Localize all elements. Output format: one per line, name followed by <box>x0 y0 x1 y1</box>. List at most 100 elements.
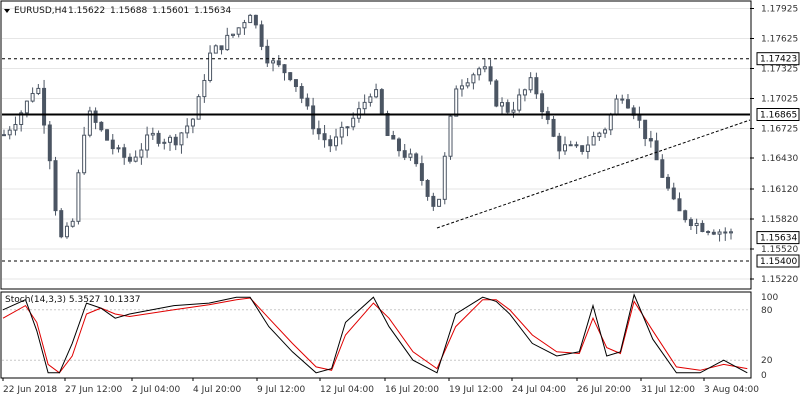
x-tick-label: 16 Jul 20:00 <box>385 385 439 395</box>
x-tick-label: 26 Jul 20:00 <box>577 385 631 395</box>
x-tick-label: 24 Jul 04:00 <box>512 385 566 395</box>
symbol-timeframe: EURUSD,H4 <box>14 6 67 16</box>
candle-body <box>253 14 258 26</box>
candle-body <box>706 231 711 234</box>
candle-body <box>545 111 550 120</box>
x-tick-label: 27 Jun 12:00 <box>65 385 122 395</box>
x-tick-label: 3 Aug 04:00 <box>704 385 759 395</box>
chart-header: EURUSD,H4 1.15622 1.15688 1.15601 1.1563… <box>4 6 231 16</box>
candle-body <box>477 68 482 76</box>
candle-body <box>540 93 545 113</box>
candle-body <box>414 153 419 165</box>
candle-body <box>305 97 310 107</box>
candle-body <box>511 109 516 113</box>
candle-body <box>402 150 407 158</box>
candle-body <box>620 98 625 101</box>
candle-body <box>133 156 138 162</box>
ohlc-open: 1.15622 <box>68 6 105 16</box>
candle-body <box>391 135 396 140</box>
candle-body <box>42 87 47 126</box>
candle-body <box>53 160 58 212</box>
candle-body <box>603 129 608 134</box>
candle-body <box>442 155 447 200</box>
candle-body <box>717 231 722 235</box>
y-tick-label: 1.16430 <box>761 154 798 164</box>
candle-body <box>729 231 733 234</box>
candle-body <box>694 222 699 227</box>
candle-body <box>76 172 81 222</box>
collapse-arrow-icon[interactable] <box>4 9 10 13</box>
candle-body <box>127 156 132 162</box>
price-axis: 1.17925 1.17625 1.17325 1.17025 1.16725 1.164… <box>750 5 798 285</box>
candle-body <box>660 159 665 178</box>
candle-body <box>36 87 41 94</box>
candle-body <box>47 124 52 162</box>
y-tick-label: 1.17325 <box>761 65 798 75</box>
candle-body <box>574 144 579 147</box>
candle-body <box>351 117 356 128</box>
x-tick-label: 9 Jul 12:00 <box>257 385 306 395</box>
candle-body <box>334 136 339 147</box>
candle-body <box>585 144 590 152</box>
candle-body <box>562 144 567 152</box>
candle-body <box>643 119 648 140</box>
candle-body <box>82 134 87 174</box>
candle-body <box>339 126 344 138</box>
candle-body <box>551 118 556 137</box>
candle-body <box>557 135 562 152</box>
candle-body <box>316 128 321 135</box>
candle-body <box>654 140 659 161</box>
x-tick-label: 19 Jul 12:00 <box>449 385 503 395</box>
level-label-box <box>756 108 800 121</box>
candle-body <box>259 24 264 47</box>
candle-body <box>505 102 510 113</box>
candle-body <box>374 89 379 98</box>
candle-body <box>534 77 539 95</box>
candle-body <box>608 114 613 131</box>
x-tick-label: 2 Jul 04:00 <box>132 385 181 395</box>
candle-body <box>179 132 184 146</box>
candle-body <box>145 134 150 151</box>
candle-body <box>202 79 207 98</box>
candle-body <box>24 100 29 114</box>
candle-body <box>196 96 201 120</box>
candle-body <box>30 92 35 102</box>
y-tick-label: 1.17025 <box>761 95 798 105</box>
candle-body <box>213 45 218 54</box>
candle-body <box>99 121 104 131</box>
candle-body <box>64 225 69 238</box>
x-tick-label: 22 Jun 2018 <box>3 385 57 395</box>
stochastic-tick-label: 0 <box>761 371 767 381</box>
candle-body <box>517 94 522 111</box>
candle-body <box>13 123 18 131</box>
stochastic-signal-line <box>2 297 748 374</box>
candle-body <box>150 132 155 136</box>
candle-body <box>723 231 728 234</box>
candle-body <box>500 102 505 107</box>
main-grid <box>2 8 750 280</box>
candle-body <box>156 132 161 144</box>
y-tick-label: 1.16120 <box>761 185 798 195</box>
candle-body <box>425 179 430 197</box>
candle-body <box>208 52 213 81</box>
y-tick-label: 1.15520 <box>761 245 798 255</box>
candle-body <box>110 139 115 150</box>
candle-body <box>459 85 464 90</box>
trendline-group <box>436 119 751 229</box>
candle-body <box>70 220 75 227</box>
x-tick-label: 31 Jul 12:00 <box>641 385 695 395</box>
candle-body <box>580 145 585 152</box>
candle-body <box>356 108 361 119</box>
y-tick-label: 1.15820 <box>761 215 798 225</box>
candle-body <box>225 34 230 51</box>
candle-body <box>591 136 596 146</box>
candle-body <box>299 86 304 99</box>
candle-body <box>437 198 442 207</box>
trendline[interactable] <box>436 119 751 229</box>
candle-body <box>597 132 602 138</box>
candle-body <box>293 79 298 88</box>
ohlc-high: 1.15688 <box>110 6 147 16</box>
candle-body <box>625 99 630 109</box>
candle-body <box>454 88 459 117</box>
